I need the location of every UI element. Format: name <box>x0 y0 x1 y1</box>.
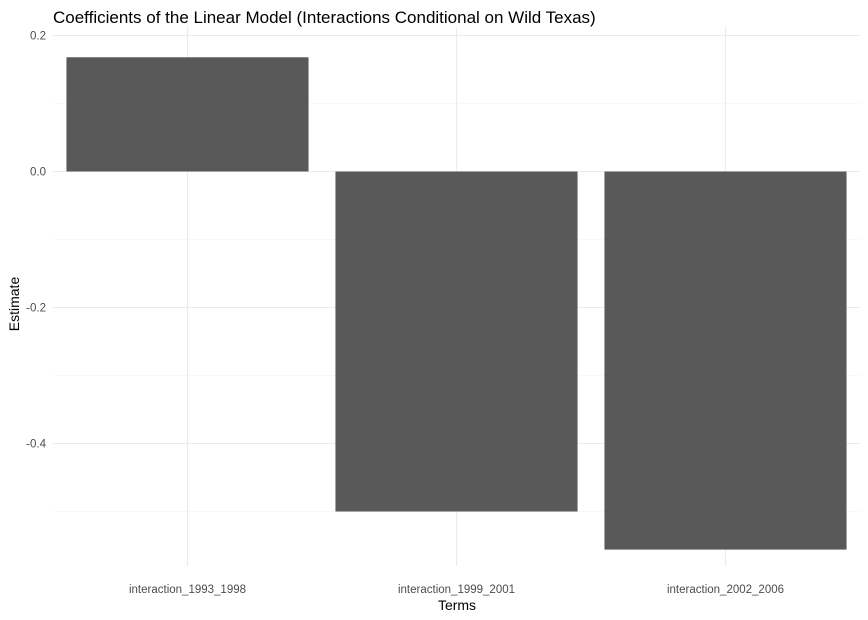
bars <box>66 57 847 550</box>
bar <box>604 171 847 550</box>
x-axis-title: Terms <box>438 597 476 613</box>
bar <box>66 57 309 172</box>
y-axis-title: Estimate <box>6 277 22 332</box>
x-tick-label: interaction_2002_2006 <box>667 584 784 596</box>
y-tick-label: 0.0 <box>30 167 46 179</box>
x-axis-ticks: interaction_1993_1998 interaction_1999_20… <box>129 584 784 596</box>
y-axis-ticks: 0.2 0.0 -0.2 -0.4 <box>26 31 46 451</box>
x-tick-label: interaction_1999_2001 <box>398 584 515 596</box>
y-tick-label: -0.2 <box>26 303 46 315</box>
y-tick-label: -0.4 <box>26 439 46 451</box>
y-tick-label: 0.2 <box>30 31 46 43</box>
x-tick-label: interaction_1993_1998 <box>129 584 246 596</box>
chart-title: Coefficients of the Linear Model (Intera… <box>53 8 596 27</box>
bar <box>335 171 578 512</box>
